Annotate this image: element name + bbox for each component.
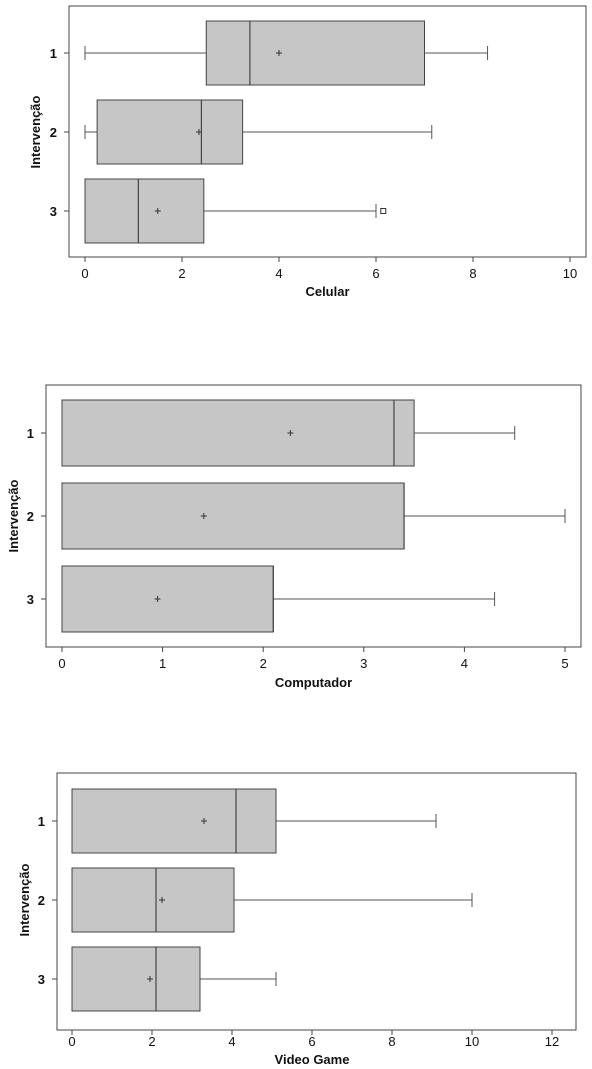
box-iqr xyxy=(61,565,274,633)
x-tick-label: 4 xyxy=(275,266,282,281)
x-axis-title: Computador xyxy=(275,675,352,690)
category-label: 1 xyxy=(38,814,45,829)
x-tick-label: 8 xyxy=(388,1034,395,1049)
box-iqr xyxy=(71,867,235,933)
box-iqr xyxy=(61,482,405,550)
box-iqr xyxy=(96,99,244,165)
plot-frame xyxy=(56,772,577,1031)
chart-1: 0 2 4 6 8 10 Celular Intervenção 1 2 3 xyxy=(28,5,587,299)
x-tick-label: 8 xyxy=(469,266,476,281)
x-tick-label: 2 xyxy=(260,656,267,671)
box-iqr xyxy=(61,399,415,467)
x-axis-title: Celular xyxy=(305,284,349,299)
x-tick-label: 3 xyxy=(360,656,367,671)
category-label: 2 xyxy=(38,893,45,908)
box-iqr xyxy=(84,178,205,244)
x-tick-label: 0 xyxy=(81,266,88,281)
category-label: 2 xyxy=(50,125,57,140)
category-label: 1 xyxy=(50,46,57,61)
y-axis-title: Intervenção xyxy=(17,863,32,936)
x-tick-label: 0 xyxy=(68,1034,75,1049)
x-axis-title: Video Game xyxy=(275,1052,350,1067)
x-tick-label: 10 xyxy=(465,1034,479,1049)
x-tick-label: 4 xyxy=(461,656,468,671)
x-tick-label: 5 xyxy=(561,656,568,671)
x-tick-label: 12 xyxy=(545,1034,559,1049)
x-tick-label: 2 xyxy=(148,1034,155,1049)
y-axis-title: Intervenção xyxy=(6,479,21,552)
box-iqr xyxy=(71,946,201,1012)
x-tick-label: 6 xyxy=(308,1034,315,1049)
x-tick-label: 4 xyxy=(228,1034,235,1049)
category-label: 2 xyxy=(27,509,34,524)
category-label: 3 xyxy=(38,972,45,987)
box-iqr xyxy=(71,788,277,854)
category-label: 3 xyxy=(27,592,34,607)
x-tick-label: 1 xyxy=(159,656,166,671)
y-axis-title: Intervenção xyxy=(28,95,43,168)
chart-2: 0 1 2 3 4 5 Computador Intervenção 1 2 3 xyxy=(6,384,582,690)
x-tick-label: 0 xyxy=(58,656,65,671)
x-tick-label: 6 xyxy=(372,266,379,281)
x-tick-label: 2 xyxy=(178,266,185,281)
box-iqr xyxy=(205,20,425,86)
category-label: 3 xyxy=(50,204,57,219)
category-label: 1 xyxy=(27,426,34,441)
outlier-point xyxy=(380,208,387,214)
x-tick-label: 10 xyxy=(563,266,577,281)
